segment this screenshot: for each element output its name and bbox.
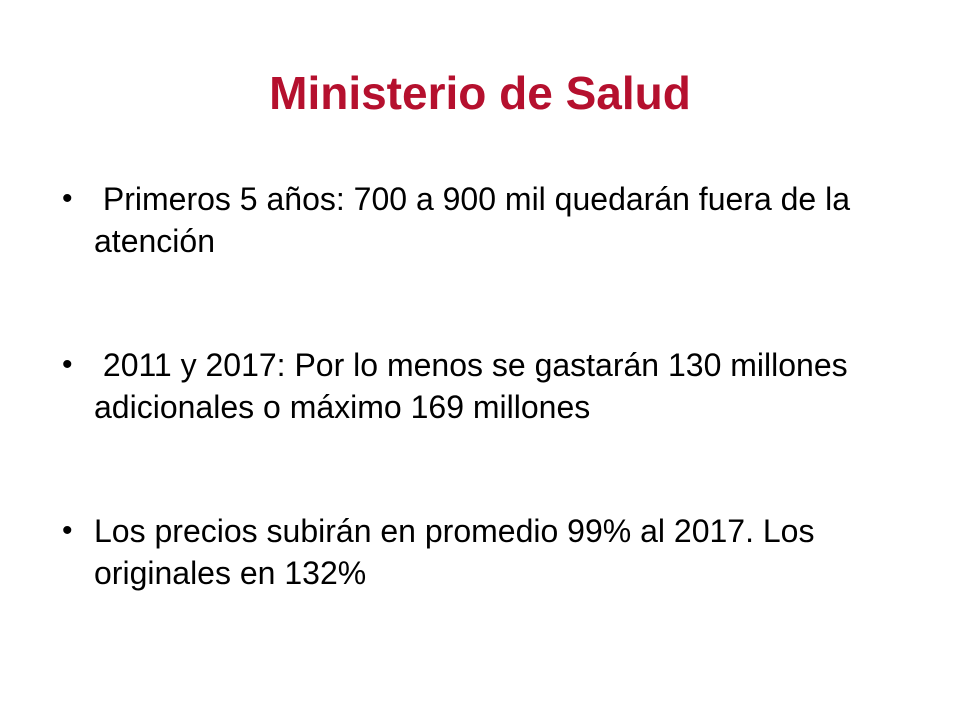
bullet-text: Primeros 5 años: 700 a 900 mil quedarán …	[94, 181, 859, 259]
bullet-item: • Primeros 5 años: 700 a 900 mil quedará…	[62, 178, 912, 262]
bullet-icon: •	[62, 514, 73, 547]
bullet-text: 2011 y 2017: Por lo menos se gastarán 13…	[94, 347, 857, 425]
bullet-text: Los precios subirán en promedio 99% al 2…	[94, 513, 824, 591]
bullet-list: • Primeros 5 años: 700 a 900 mil quedará…	[62, 178, 912, 594]
bullet-item: • Los precios subirán en promedio 99% al…	[62, 510, 912, 594]
slide-title: Ministerio de Salud	[269, 67, 691, 119]
bullet-icon: •	[62, 182, 73, 215]
bullet-item: • 2011 y 2017: Por lo menos se gastarán …	[62, 344, 912, 428]
bullet-icon: •	[62, 348, 73, 381]
